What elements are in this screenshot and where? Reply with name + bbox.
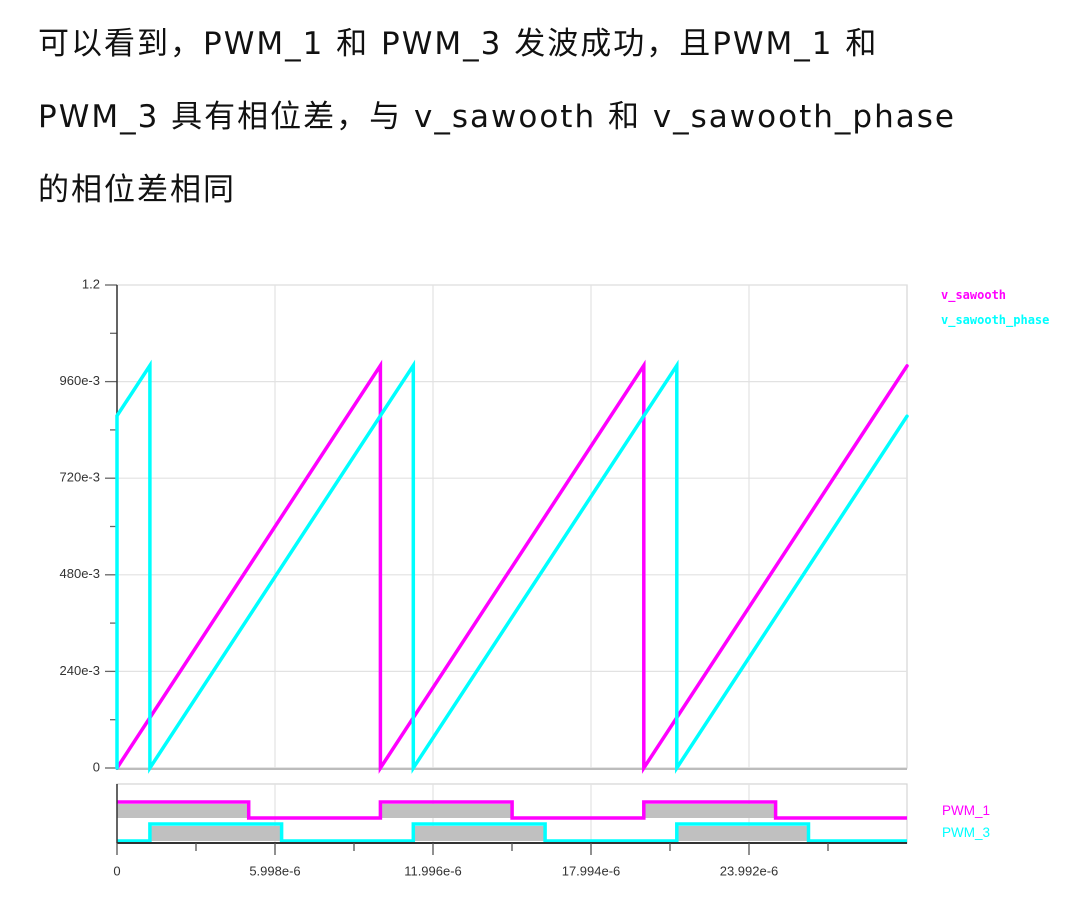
legend-pwm-3: PWM_3 [942,825,991,840]
series-pwm-1 [117,800,907,820]
y-tick-label: 1.2 [82,276,100,291]
x-tick-label: 17.994e-6 [562,863,621,878]
y-tick-label: 720e-3 [60,470,100,485]
y-tick-label: 240e-3 [60,663,100,678]
pwm-high-fill [117,804,249,818]
legend-v-sawooth: v_sawooth [941,288,1007,302]
description-line-3: 的相位差相同 [38,172,236,208]
y-tick-label: 960e-3 [60,373,100,388]
digital-plot-panel: 0 5.998e-6 11.996e-6 17.994e-6 23.992e-6 [113,783,908,878]
series-v-sawooth [115,359,909,774]
description-line-1: 可以看到，PWM_1 和 PWM_3 发波成功，且PWM_1 和 [38,26,879,62]
series-v-sawooth-phase [115,359,909,774]
y-tick-label: 0 [93,759,100,774]
pwm-high-fill [149,826,282,841]
x-tick-label: 5.998e-6 [249,863,300,878]
legend-v-sawooth-phase: v_sawooth_phase [941,313,1050,327]
description-text: 可以看到，PWM_1 和 PWM_3 发波成功，且PWM_1 和 PWM_3 具… [38,8,956,227]
pwm-high-fill [643,804,776,818]
plot-frame [116,284,908,769]
series-pwm-3 [117,822,907,843]
pwm-high-fill [676,826,809,841]
x-tick-label: 23.992e-6 [720,863,779,878]
x-tick-label: 0 [113,863,120,878]
analog-plot-panel: 0 240e-3 480e-3 720e-3 960e-3 1.2 [60,276,909,774]
x-tick-label: 11.996e-6 [404,863,462,878]
description-line-2: PWM_3 具有相位差，与 v_sawooth 和 v_sawooth_phas… [38,99,956,135]
pwm-high-fill [380,804,513,818]
y-tick-label: 480e-3 [60,566,100,581]
legend-pwm-1: PWM_1 [942,803,991,818]
pwm-high-fill [413,826,546,841]
